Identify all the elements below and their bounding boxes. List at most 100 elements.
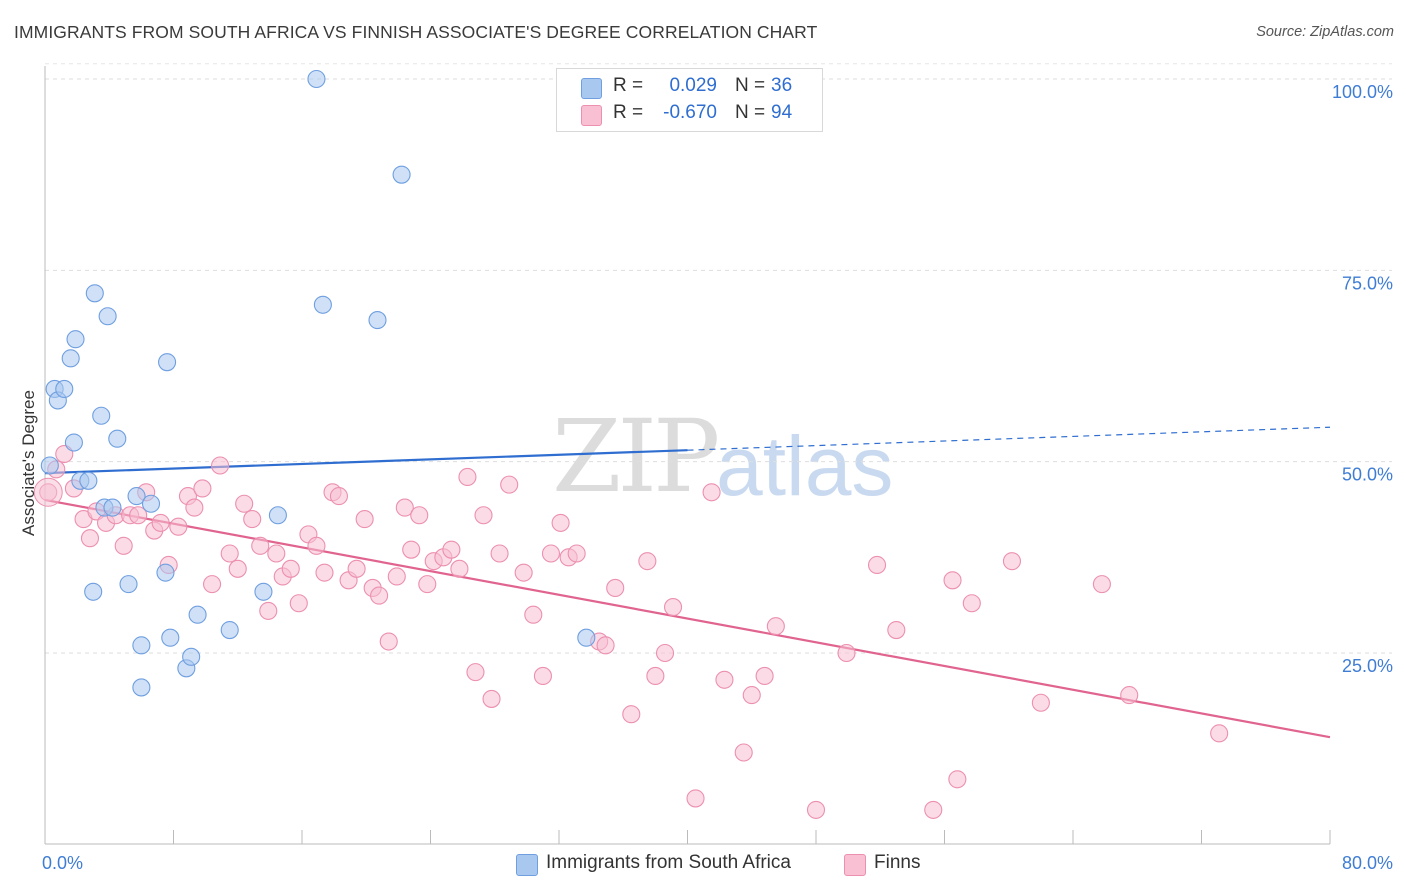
x-tick-label: 80.0% [1342, 853, 1393, 873]
point-finns [281, 559, 300, 578]
point-south-africa [392, 165, 411, 184]
point-finns [655, 643, 675, 663]
point-finns [347, 559, 366, 578]
point-finns [514, 563, 533, 582]
point-finns [533, 666, 552, 686]
legend-swatch-finns [844, 854, 866, 876]
point-finns [596, 636, 615, 655]
point-south-africa [132, 678, 151, 697]
stats-row-south-africa: R = 0.029 N = 36 [557, 73, 822, 101]
point-finns [887, 620, 906, 640]
point-south-africa [577, 628, 596, 647]
point-finns [715, 670, 734, 689]
point-finns [203, 575, 222, 594]
point-south-africa [98, 307, 117, 326]
legend-label-finns: Finns [874, 852, 921, 873]
point-finns [387, 567, 406, 586]
point-finns [1002, 552, 1022, 571]
point-finns [458, 467, 477, 487]
point-finns [482, 689, 501, 708]
point-finns [267, 544, 286, 563]
point-finns [151, 513, 170, 532]
n-label: N = [735, 75, 766, 96]
point-finns [622, 705, 641, 724]
watermark-atlas: atlas [716, 419, 894, 513]
point-south-africa [368, 311, 387, 330]
point-finns [235, 494, 254, 513]
point-finns [1120, 686, 1139, 705]
legend-swatch-south-africa [516, 854, 538, 876]
point-south-africa [92, 406, 111, 425]
point-finns [379, 632, 398, 651]
point-finns [185, 498, 204, 517]
point-south-africa [119, 575, 138, 594]
point-finns [33, 477, 63, 507]
point-finns [211, 456, 230, 475]
point-finns [500, 475, 519, 494]
point-finns [924, 800, 943, 819]
point-south-africa [220, 620, 239, 640]
point-finns [541, 544, 561, 563]
y-axis-label: Associate's Degree [19, 390, 38, 536]
point-finns [663, 598, 683, 617]
point-south-africa [79, 471, 98, 490]
point-finns [243, 510, 262, 529]
point-south-africa [103, 498, 122, 517]
r-label: R = [613, 102, 644, 123]
legend-swatch-finns [581, 105, 602, 126]
point-south-africa [64, 433, 83, 452]
point-finns [524, 605, 543, 624]
trend-lines [44, 426, 1331, 739]
point-finns [867, 555, 887, 575]
point-finns [220, 544, 239, 563]
point-finns [370, 586, 389, 605]
point-finns [766, 617, 785, 636]
point-south-africa [268, 506, 287, 525]
point-finns [289, 594, 308, 613]
n-value: 94 [771, 102, 793, 123]
point-south-africa [55, 379, 74, 399]
point-south-africa [40, 456, 59, 475]
point-finns [228, 559, 247, 578]
point-finns [402, 540, 421, 559]
point-finns [551, 513, 570, 532]
r-value: 0.029 [669, 75, 717, 96]
point-finns [490, 544, 509, 563]
point-south-africa [66, 330, 85, 349]
chart-title: IMMIGRANTS FROM SOUTH AFRICA VS FINNISH … [14, 22, 818, 42]
r-value: -0.670 [663, 102, 717, 123]
point-south-africa [61, 349, 80, 368]
point-finns [962, 594, 981, 613]
trend-line [44, 449, 688, 475]
point-finns [169, 517, 188, 536]
point-finns [943, 571, 962, 590]
tick-labels: 25.0% 50.0% 75.0% 100.0% 0.0% 80.0% [42, 82, 1393, 873]
x-tick-label: 0.0% [42, 853, 83, 873]
point-finns [1092, 575, 1111, 594]
point-finns [450, 559, 469, 578]
point-south-africa [307, 69, 326, 89]
point-finns [734, 743, 753, 762]
point-south-africa [158, 353, 177, 372]
point-south-africa [108, 429, 127, 448]
point-south-africa [254, 582, 273, 601]
point-finns [474, 506, 493, 525]
grid-lines [45, 63, 1392, 654]
point-south-africa [132, 636, 151, 655]
legend-label-south-africa: Immigrants from South Africa [546, 852, 791, 873]
point-finns [395, 498, 414, 517]
data-points [33, 69, 1229, 819]
point-south-africa [141, 494, 161, 513]
y-tick-label: 50.0% [1342, 465, 1393, 485]
point-south-africa [188, 605, 207, 624]
stats-row-finns: R = -0.670 N = 94 [557, 100, 822, 128]
point-finns [329, 487, 348, 506]
n-label: N = [735, 102, 766, 123]
y-tick-label: 25.0% [1342, 656, 1393, 676]
watermark-zip: ZIP [552, 398, 720, 515]
point-finns [686, 789, 705, 808]
point-south-africa [313, 295, 332, 314]
point-finns [1210, 724, 1229, 743]
point-finns [80, 529, 100, 548]
y-tick-label: 75.0% [1342, 273, 1393, 293]
